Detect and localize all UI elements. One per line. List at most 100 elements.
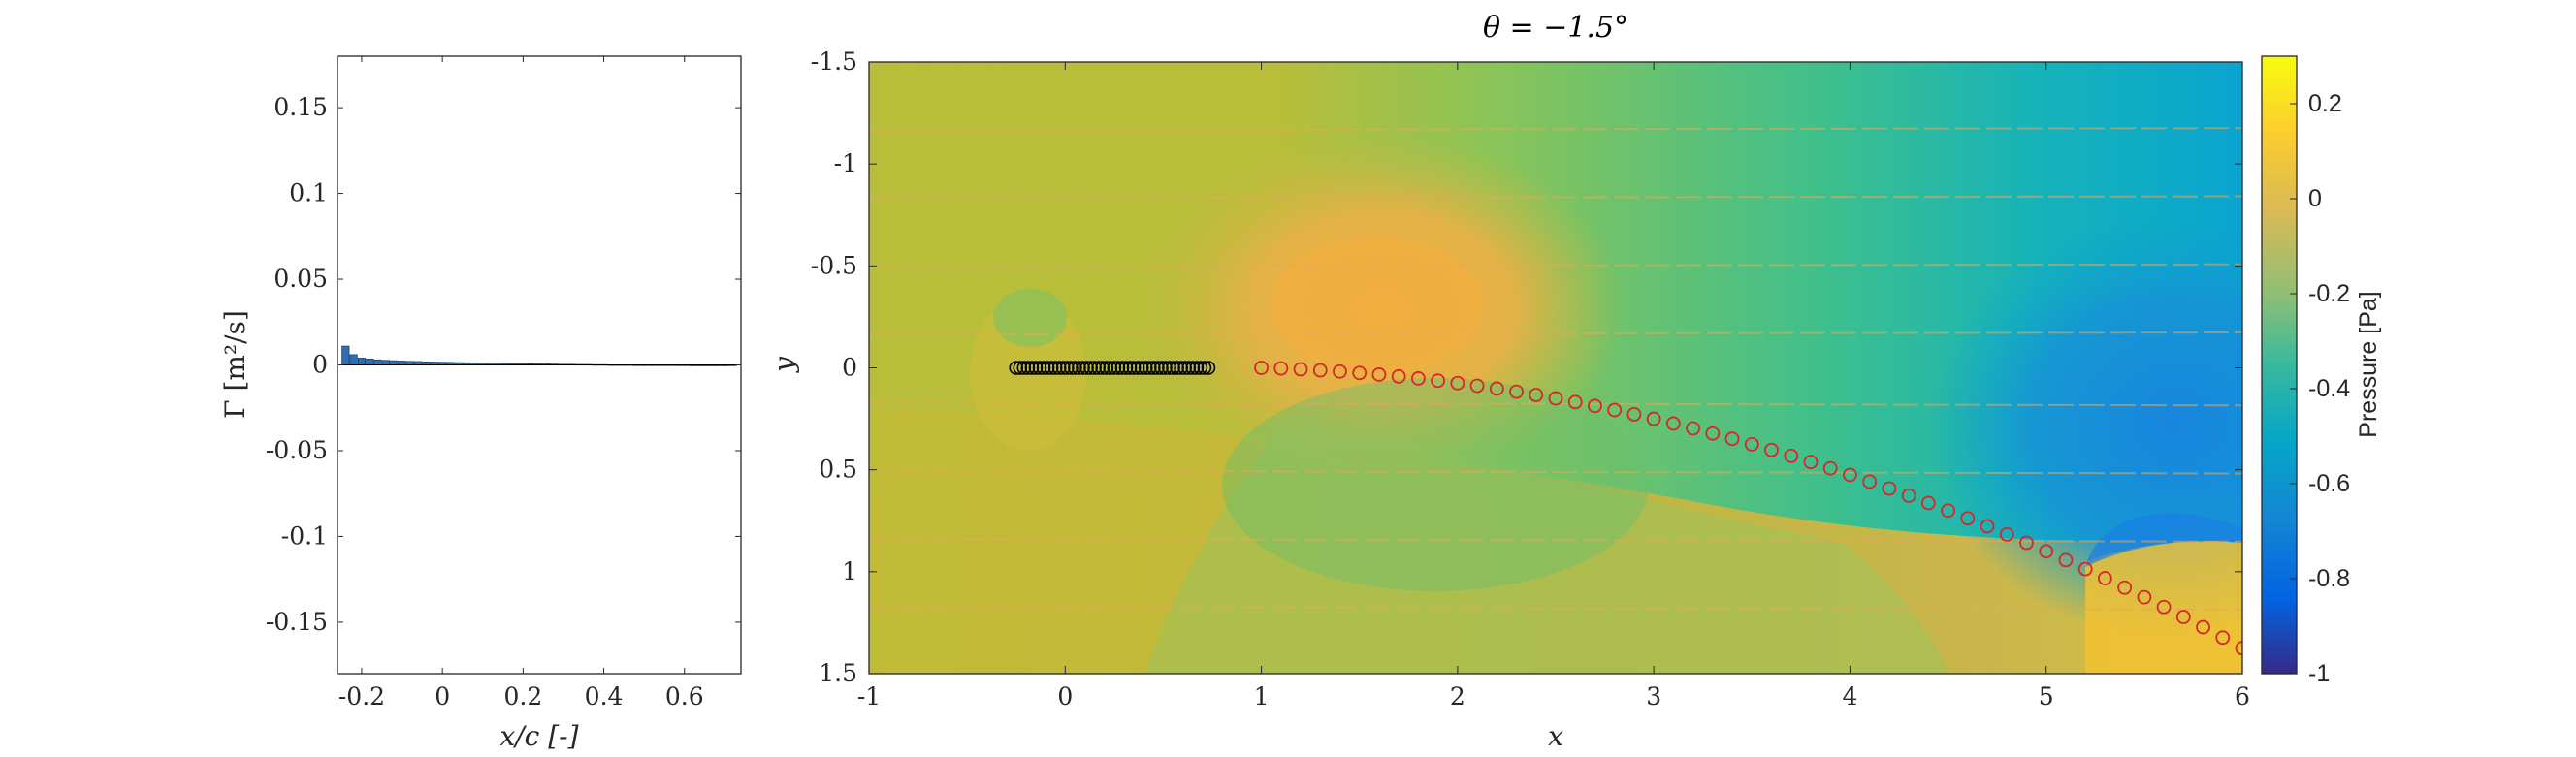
x-tick-label: 0 <box>435 682 450 710</box>
plate-vortex-marker <box>1181 361 1197 375</box>
wake-vortex-marker <box>1822 460 1838 476</box>
velocity-vector-row <box>869 537 2242 543</box>
wake-vortex-marker <box>1431 373 1446 389</box>
colorbar-label: Pressure [Pa] <box>2355 291 2382 437</box>
circulation-chart: 0.15 0.1 0.05 0 -0.05 -0.1 -0.15 -0.2 0 0.2 0.4 0.… <box>219 55 742 752</box>
wake-vortex-marker <box>1607 402 1623 418</box>
wake-vortex-marker <box>1941 503 1955 519</box>
plate-vortex-marker <box>1111 361 1126 375</box>
wake-vortex-markers <box>1254 361 2242 656</box>
plate-vortex-marker <box>1107 361 1122 375</box>
wake-vortex-marker <box>2175 610 2191 624</box>
plate-vortex-marker <box>1024 361 1040 375</box>
plate-vortex-marker <box>1013 361 1028 375</box>
plate-vortex-marker <box>1134 361 1149 375</box>
y-tick-label: -0.1 <box>281 521 328 550</box>
wake-vortex-marker <box>1411 371 1426 386</box>
wake-vortex-marker <box>1273 361 1289 376</box>
wake-vortex-marker <box>1920 495 1936 511</box>
colorbar-tick-label: 0 <box>2308 185 2322 212</box>
wake-vortex-marker <box>1901 488 1916 503</box>
colorbar <box>2262 56 2297 674</box>
plate-vortex-marker <box>1016 361 1032 375</box>
y-tick-label: 0.05 <box>274 265 328 293</box>
wake-vortex-marker <box>1665 416 1681 431</box>
wake-vortex-marker <box>1744 436 1759 452</box>
wake-vortex-marker <box>1646 411 1661 426</box>
colorbar-tick-label: -1 <box>2308 660 2330 687</box>
wake-vortex-marker <box>1724 431 1740 447</box>
wake-vortex-marker <box>2039 544 2054 559</box>
colorbar-tick-label: -0.8 <box>2308 565 2350 592</box>
y-tick-label: -0.5 <box>811 251 857 279</box>
plate-vortex-marker <box>1170 361 1184 375</box>
right-y-axis-label: y <box>768 356 800 374</box>
plate-vortex-marker <box>1138 361 1153 375</box>
left-x-ticks: -0.2 0 0.2 0.4 0.6 <box>338 56 704 710</box>
plate-vortex-marker <box>1177 361 1192 375</box>
wake-vortex-marker <box>2097 571 2112 585</box>
wake-vortex-marker <box>1686 421 1700 436</box>
wake-vortex-marker <box>2196 619 2210 635</box>
circulation-bar <box>414 361 423 365</box>
plate-vortex-marker <box>1055 361 1071 375</box>
wake-vortex-marker <box>2077 561 2093 577</box>
wake-vortex-marker <box>1509 384 1524 399</box>
circulation-bar <box>390 360 399 365</box>
x-tick-label: 0.2 <box>503 682 542 710</box>
wake-vortex-marker <box>2137 589 2152 605</box>
wake-vortex-marker <box>2019 535 2034 551</box>
plate-vortex-marker <box>1154 361 1169 375</box>
velocity-vector-row <box>869 263 2242 268</box>
wake-vortex-marker <box>1567 394 1583 410</box>
plate-vortex-marker <box>1189 361 1205 375</box>
wake-vortex-marker <box>1333 363 1347 379</box>
colorbar-frame <box>2261 55 2298 675</box>
circulation-bar <box>341 345 350 365</box>
y-tick-label: 0 <box>312 351 328 379</box>
x-tick-label: 0 <box>1057 682 1073 710</box>
velocity-vectors <box>869 62 2242 612</box>
wake-vortex-marker <box>2235 641 2242 656</box>
plate-vortex-marker <box>1158 361 1173 375</box>
plate-vortex-marker <box>1099 361 1114 375</box>
plate-vortex-marker <box>1060 361 1075 375</box>
wake-vortex-marker <box>1784 448 1799 463</box>
plate-vortex-marker <box>1087 361 1102 375</box>
plate-vortex-marker <box>1201 361 1216 375</box>
plate-vortex-marker <box>1032 361 1047 375</box>
right-x-axis-label: x <box>1548 720 1563 752</box>
plate-vortex-marker <box>1047 361 1063 375</box>
plate-vortex-marker <box>1095 361 1111 375</box>
x-tick-label: 6 <box>2235 682 2250 710</box>
wake-vortex-marker <box>1489 381 1504 396</box>
plate-vortex-marker <box>1150 361 1165 375</box>
circulation-bar <box>373 359 382 365</box>
wake-vortex-marker <box>1371 367 1387 382</box>
plate-vortex-marker <box>1040 361 1055 375</box>
plate-vortex-marker <box>1036 361 1051 375</box>
plate-vortex-marker <box>1118 361 1134 375</box>
chart-title: θ = −1.5° <box>1483 11 1628 45</box>
plate-vortex-marker <box>1072 361 1086 375</box>
plate-vortex-marker <box>1193 361 1208 375</box>
x-tick-label: 0.6 <box>665 682 704 710</box>
y-tick-label: 1.5 <box>819 659 857 687</box>
plate-vortex-marker <box>1146 361 1161 375</box>
plate-vortex-marker <box>1020 361 1036 375</box>
plate-vortex-marker <box>1103 361 1118 375</box>
plate-vortex-marker <box>1028 361 1044 375</box>
plate-vortex-marker <box>1142 361 1157 375</box>
wake-vortex-marker <box>2117 580 2133 595</box>
y-tick-label: 1 <box>842 557 857 585</box>
plate-vortex-marker <box>1068 361 1082 375</box>
wake-vortex-marker <box>1469 378 1485 394</box>
plate-vortex-marker <box>1162 361 1176 375</box>
wake-vortex-marker <box>1705 426 1721 441</box>
wake-vortex-marker <box>1529 388 1544 402</box>
wake-vortex-marker <box>1626 407 1642 422</box>
pressure-contour-field <box>869 62 2242 674</box>
wake-vortex-marker <box>1882 481 1897 496</box>
plate-vortex-marker <box>1174 361 1188 375</box>
